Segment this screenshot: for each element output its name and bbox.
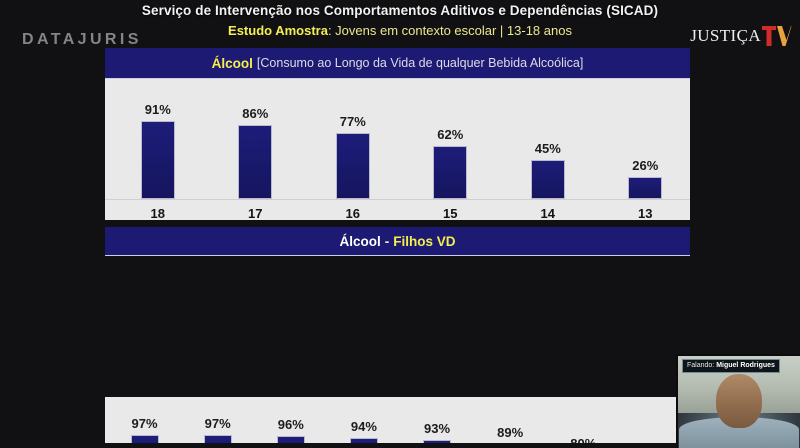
bar-value-label: 26% bbox=[632, 158, 659, 173]
justica-logo-text: JUSTIÇA bbox=[690, 26, 761, 45]
bar bbox=[140, 121, 175, 199]
speaker-label-prefix: Falando: bbox=[687, 362, 715, 369]
bar-value-label: 93% bbox=[424, 421, 451, 436]
datajuris-watermark-logo: DATAJURIS bbox=[22, 31, 142, 48]
section-2-title-primary: Álcool bbox=[339, 233, 381, 249]
bar-value-label: 97% bbox=[204, 416, 231, 431]
chart-2-plot-area: 97%2297%2196%2094%1993%1889%1780%1668%15 bbox=[105, 397, 690, 448]
bar-value-label: 97% bbox=[131, 416, 158, 431]
chart-1-plot-area: 91% 18 86% 17 77% 16 62% 15 45% 14 26% 13 bbox=[105, 79, 690, 221]
bar bbox=[433, 146, 468, 199]
section-1-subtitle: [Consumo ao Longo da Vida de qualquer Be… bbox=[256, 56, 584, 70]
section-2-title-highlight: Filhos VD bbox=[393, 233, 456, 249]
bar-value-label: 86% bbox=[242, 106, 269, 121]
tv-mark-icon bbox=[762, 25, 792, 47]
banner-subtitle-rest: : Jovens em contexto escolar | 13-18 ano… bbox=[327, 23, 572, 38]
bar bbox=[238, 125, 273, 199]
bar-value-label: 89% bbox=[497, 425, 524, 440]
category-label: 16 bbox=[345, 206, 360, 221]
broadcast-banner: Serviço de Intervenção nos Comportamento… bbox=[0, 0, 800, 48]
bar-value-label: 96% bbox=[277, 417, 304, 432]
bar-value-label: 45% bbox=[534, 141, 561, 156]
section-2-header: Álcool - Filhos VD bbox=[105, 227, 690, 256]
category-label: 18 bbox=[150, 206, 165, 221]
bar bbox=[628, 177, 663, 199]
category-label: 14 bbox=[540, 206, 555, 221]
banner-subtitle-bold: Estudo Amostra bbox=[228, 23, 328, 38]
category-label: 13 bbox=[638, 206, 653, 221]
banner-title: Serviço de Intervenção nos Comportamento… bbox=[141, 3, 659, 18]
bar-value-label: 77% bbox=[339, 114, 366, 129]
speaker-name-badge: Falando: Miguel Rodrigues bbox=[682, 359, 780, 373]
bar-value-label: 94% bbox=[350, 419, 377, 434]
section-1-title: Álcool bbox=[211, 55, 253, 71]
category-label: 17 bbox=[248, 206, 263, 221]
section-1-header: Álcool [Consumo ao Longo da Vida de qual… bbox=[105, 48, 690, 79]
banner-subtitle: Estudo Amostra: Jovens em contexto escol… bbox=[0, 23, 800, 38]
speaker-video-tile[interactable]: Falando: Miguel Rodrigues bbox=[676, 354, 800, 448]
justica-tv-logo: JUSTIÇA bbox=[690, 24, 792, 48]
bottom-letterbox bbox=[0, 443, 800, 448]
chart-1-baseline bbox=[105, 199, 690, 200]
bar-value-label: 62% bbox=[437, 127, 464, 142]
speaker-name: Miguel Rodrigues bbox=[716, 362, 775, 369]
bar bbox=[335, 133, 370, 199]
category-label: 15 bbox=[443, 206, 458, 221]
section-2-title-dash: - bbox=[384, 233, 390, 249]
video-speaker-head bbox=[716, 374, 762, 429]
bar-value-label: 91% bbox=[144, 102, 171, 117]
bar bbox=[530, 160, 565, 199]
